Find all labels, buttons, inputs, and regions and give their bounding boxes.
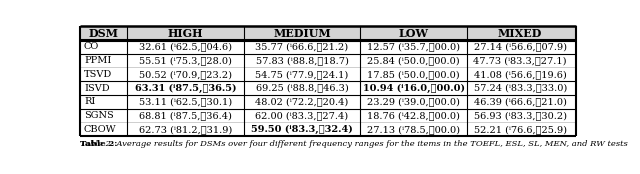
Text: 55.51 (ⁱ75.3,ℇ28.0): 55.51 (ⁱ75.3,ℇ28.0) <box>139 56 232 65</box>
Text: 12.57 (ⁱ35.7,ℇ00.0): 12.57 (ⁱ35.7,ℇ00.0) <box>367 42 460 51</box>
Text: 32.61 (ⁱ62.5,ℇ04.6): 32.61 (ⁱ62.5,ℇ04.6) <box>139 42 232 51</box>
Text: 53.11 (ⁱ62.5,ℇ30.1): 53.11 (ⁱ62.5,ℇ30.1) <box>139 97 232 106</box>
Text: 52.21 (ⁱ76.6,ℇ25.9): 52.21 (ⁱ76.6,ℇ25.9) <box>474 125 566 134</box>
Text: 54.75 (ⁱ77.9,ℇ24.1): 54.75 (ⁱ77.9,ℇ24.1) <box>255 70 349 79</box>
Text: TSVD: TSVD <box>84 70 112 79</box>
Text: 48.02 (ⁱ72.2,ℇ20.4): 48.02 (ⁱ72.2,ℇ20.4) <box>255 97 349 106</box>
Text: 41.08 (ⁱ56.6,ℇ19.6): 41.08 (ⁱ56.6,ℇ19.6) <box>474 70 566 79</box>
Text: 68.81 (ⁱ87.5,ℇ36.4): 68.81 (ⁱ87.5,ℇ36.4) <box>139 111 232 120</box>
Bar <box>80 40 576 136</box>
Text: CO: CO <box>84 42 99 51</box>
Text: 63.31 (ⁱ87.5,ℇ36.5): 63.31 (ⁱ87.5,ℇ36.5) <box>134 84 236 93</box>
Text: 27.14 (ⁱ56.6,ℇ07.9): 27.14 (ⁱ56.6,ℇ07.9) <box>474 42 566 51</box>
Text: MIXED: MIXED <box>498 28 542 39</box>
Text: PPMI: PPMI <box>84 56 111 65</box>
Text: 47.73 (ⁱ83.3,ℇ27.1): 47.73 (ⁱ83.3,ℇ27.1) <box>474 56 567 65</box>
Text: HIGH: HIGH <box>168 28 203 39</box>
Text: Table 2: Average results for DSMs over four different frequency ranges for the i: Table 2: Average results for DSMs over f… <box>80 140 628 148</box>
Text: 10.94 (ⁱ16.0,ℇ00.0): 10.94 (ⁱ16.0,ℇ00.0) <box>362 84 465 93</box>
Text: 27.13 (ⁱ78.5,ℇ00.0): 27.13 (ⁱ78.5,ℇ00.0) <box>367 125 460 134</box>
Bar <box>80 26 576 40</box>
Text: SGNS: SGNS <box>84 111 114 120</box>
Text: 17.85 (ⁱ50.0,ℇ00.0): 17.85 (ⁱ50.0,ℇ00.0) <box>367 70 460 79</box>
Text: LOW: LOW <box>399 28 429 39</box>
Text: MEDIUM: MEDIUM <box>273 28 331 39</box>
Text: 25.84 (ⁱ50.0,ℇ00.0): 25.84 (ⁱ50.0,ℇ00.0) <box>367 56 460 65</box>
Text: CBOW: CBOW <box>84 125 116 134</box>
Text: 57.24 (ⁱ83.3,ℇ33.0): 57.24 (ⁱ83.3,ℇ33.0) <box>474 84 567 93</box>
Text: 62.73 (ⁱ81.2,ℇ31.9): 62.73 (ⁱ81.2,ℇ31.9) <box>139 125 232 134</box>
Text: 46.39 (ⁱ66.6,ℇ21.0): 46.39 (ⁱ66.6,ℇ21.0) <box>474 97 566 106</box>
Text: ISVD: ISVD <box>84 84 109 93</box>
Text: 69.25 (ⁱ88.8,ℇ46.3): 69.25 (ⁱ88.8,ℇ46.3) <box>255 84 348 93</box>
Text: 50.52 (ⁱ70.9,ℇ23.2): 50.52 (ⁱ70.9,ℇ23.2) <box>139 70 232 79</box>
Text: Table 2:: Table 2: <box>80 140 117 148</box>
Text: 57.83 (ⁱ88.8,ℇ18.7): 57.83 (ⁱ88.8,ℇ18.7) <box>255 56 348 65</box>
Text: 59.50 (ⁱ83.3,ℇ32.4): 59.50 (ⁱ83.3,ℇ32.4) <box>251 125 353 134</box>
Text: 35.77 (ⁱ66.6,ℇ21.2): 35.77 (ⁱ66.6,ℇ21.2) <box>255 42 349 51</box>
Text: DSM: DSM <box>88 28 118 39</box>
Text: 23.29 (ⁱ39.0,ℇ00.0): 23.29 (ⁱ39.0,ℇ00.0) <box>367 97 460 106</box>
Text: 18.76 (ⁱ42.8,ℇ00.0): 18.76 (ⁱ42.8,ℇ00.0) <box>367 111 460 120</box>
Text: 56.93 (ⁱ83.3,ℇ30.2): 56.93 (ⁱ83.3,ℇ30.2) <box>474 111 566 120</box>
Text: 62.00 (ⁱ83.3,ℇ27.4): 62.00 (ⁱ83.3,ℇ27.4) <box>255 111 349 120</box>
Text: RI: RI <box>84 97 95 106</box>
